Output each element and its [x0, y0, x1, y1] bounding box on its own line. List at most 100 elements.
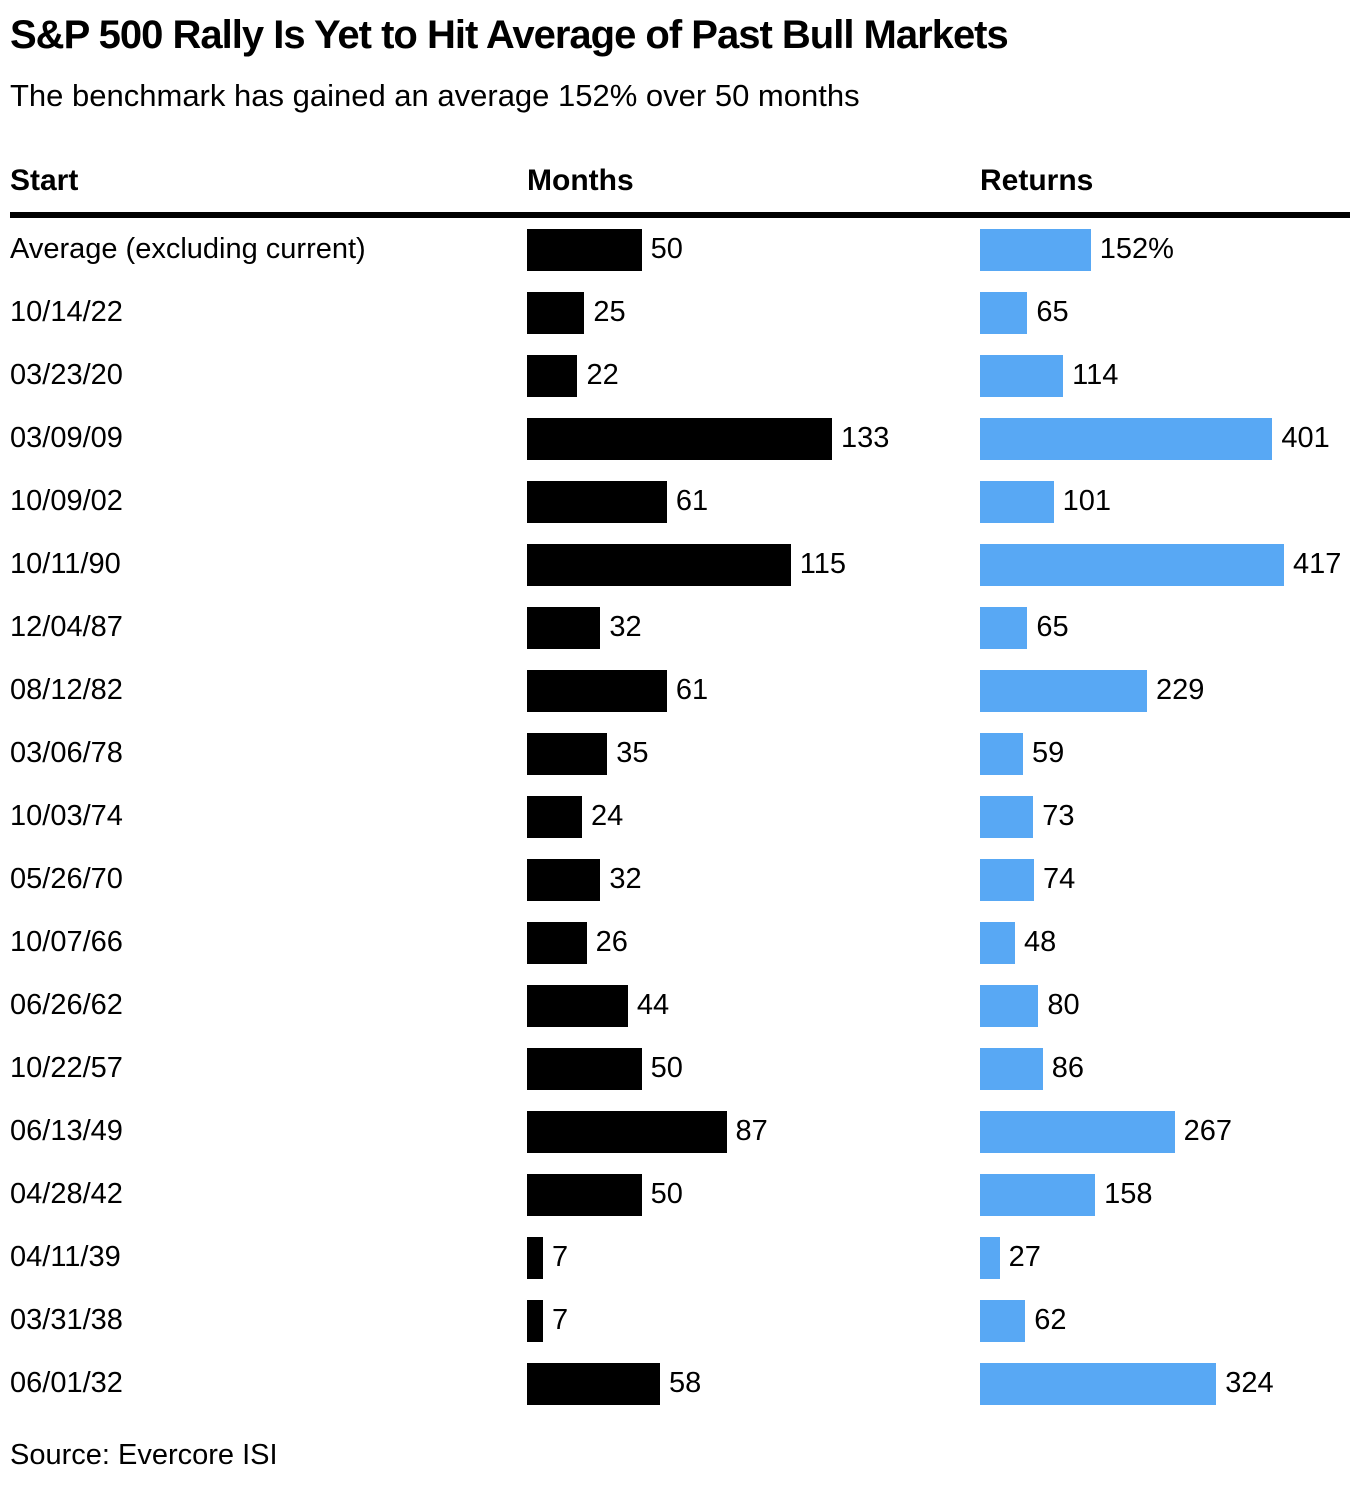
start-label: 10/09/02: [10, 485, 123, 517]
start-label: 06/01/32: [10, 1367, 123, 1399]
months-value: 7: [552, 1241, 569, 1273]
months-bar: [527, 858, 601, 901]
returns-value: 101: [1062, 485, 1112, 517]
table-row: 06/13/49 87 267: [10, 1100, 1350, 1163]
months-bar: [527, 1047, 642, 1090]
months-bar-cell: 50: [527, 1173, 980, 1216]
months-value: 26: [595, 926, 628, 958]
returns-bar: [980, 1362, 1217, 1405]
table-row: 12/04/87 32 65: [10, 596, 1350, 659]
returns-bar: [980, 228, 1091, 271]
returns-bar-cell: 59: [980, 732, 1350, 775]
table-row: 03/31/38 7 62: [10, 1289, 1350, 1352]
months-bar-cell: 50: [527, 228, 980, 271]
returns-bar: [980, 984, 1039, 1027]
start-label: Average (excluding current): [10, 233, 366, 265]
returns-bar-cell: 65: [980, 606, 1350, 649]
returns-value: 62: [1034, 1304, 1067, 1336]
start-label: 10/22/57: [10, 1052, 123, 1084]
months-value: 22: [586, 359, 619, 391]
months-bar-cell: 24: [527, 795, 980, 838]
returns-value: 152%: [1099, 233, 1174, 265]
months-bar-cell: 115: [527, 543, 980, 586]
start-label: 10/03/74: [10, 800, 123, 832]
returns-bar: [980, 291, 1028, 334]
months-bar: [527, 921, 587, 964]
returns-bar-cell: 101: [980, 480, 1350, 523]
months-bar-cell: 32: [527, 858, 980, 901]
table-row: 04/11/39 7 27: [10, 1226, 1350, 1289]
returns-bar-cell: 229: [980, 669, 1350, 712]
returns-bar: [980, 1236, 1000, 1279]
months-bar: [527, 1362, 660, 1405]
months-bar-cell: 35: [527, 732, 980, 775]
start-label: 04/28/42: [10, 1178, 123, 1210]
months-bar-cell: 7: [527, 1299, 980, 1342]
header-divider: [10, 212, 1350, 218]
months-value: 50: [650, 233, 683, 265]
table-row: Average (excluding current) 50 152%: [10, 218, 1350, 281]
table-row: 06/26/62 44 80: [10, 974, 1350, 1037]
months-value: 87: [735, 1115, 768, 1147]
start-label: 10/11/90: [10, 548, 121, 580]
returns-bar-cell: 73: [980, 795, 1350, 838]
returns-bar: [980, 858, 1034, 901]
months-bar: [527, 1299, 544, 1342]
returns-value: 27: [1008, 1241, 1041, 1273]
start-label: 03/06/78: [10, 737, 123, 769]
table-row: 10/14/22 25 65: [10, 281, 1350, 344]
start-label: 06/13/49: [10, 1115, 123, 1147]
months-bar-cell: 61: [527, 669, 980, 712]
returns-value: 158: [1104, 1178, 1153, 1210]
returns-bar-cell: 114: [980, 354, 1350, 397]
returns-value: 267: [1183, 1115, 1233, 1147]
months-bar: [527, 669, 667, 712]
returns-bar-cell: 324: [980, 1362, 1350, 1405]
months-bar-cell: 58: [527, 1362, 980, 1405]
months-bar-cell: 7: [527, 1236, 980, 1279]
months-bar: [527, 228, 642, 271]
returns-bar-cell: 86: [980, 1047, 1350, 1090]
months-bar: [527, 1173, 642, 1216]
months-bar-cell: 25: [527, 291, 980, 334]
column-header-returns: Returns: [980, 164, 1094, 197]
returns-bar: [980, 606, 1028, 649]
returns-value: 73: [1042, 800, 1075, 832]
column-header-start: Start: [10, 164, 79, 197]
months-value: 24: [591, 800, 624, 832]
returns-bar: [980, 1110, 1175, 1153]
months-value: 133: [841, 422, 890, 454]
returns-value: 65: [1036, 611, 1069, 643]
returns-bar: [980, 1173, 1096, 1216]
returns-value: 229: [1155, 674, 1205, 706]
start-label: 03/23/20: [10, 359, 123, 391]
months-bar: [527, 417, 832, 460]
table-row: 03/23/20 22 114: [10, 344, 1350, 407]
returns-bar: [980, 1047, 1043, 1090]
returns-bar-cell: 80: [980, 984, 1350, 1027]
returns-value: 65: [1036, 296, 1069, 328]
returns-value: 114: [1072, 359, 1119, 391]
months-bar-cell: 87: [527, 1110, 980, 1153]
column-header-row: Start Months Returns: [10, 164, 1350, 198]
start-label: 10/07/66: [10, 926, 123, 958]
months-bar: [527, 543, 791, 586]
months-value: 32: [609, 863, 642, 895]
returns-value: 74: [1042, 863, 1076, 895]
source-note: Source: Evercore ISI: [10, 1439, 278, 1471]
start-label: 10/14/22: [10, 296, 123, 328]
months-value: 25: [593, 296, 626, 328]
rows: Average (excluding current) 50 152% 10/14/2…: [10, 218, 1350, 1415]
table-row: 10/07/66 26 48: [10, 911, 1350, 974]
returns-bar-cell: 48: [980, 921, 1350, 964]
returns-bar-cell: 417: [980, 543, 1350, 586]
start-label: 03/31/38: [10, 1304, 123, 1336]
months-bar: [527, 732, 608, 775]
table-row: 10/22/57 50 86: [10, 1037, 1350, 1100]
returns-bar-cell: 401: [980, 417, 1350, 460]
months-bar-cell: 50: [527, 1047, 980, 1090]
start-label: 12/04/87: [10, 611, 123, 643]
months-value: 50: [650, 1052, 683, 1084]
months-value: 61: [675, 485, 709, 517]
